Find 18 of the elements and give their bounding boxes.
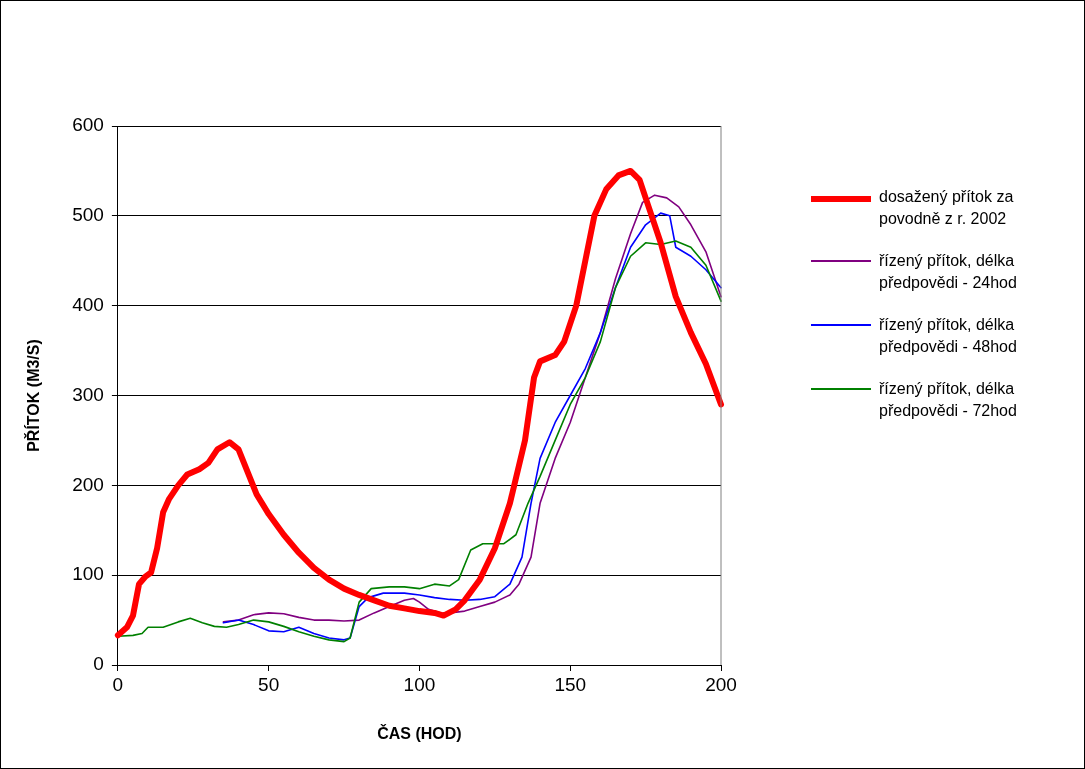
legend-label: dosažený přítok za povodně z r. 2002 xyxy=(879,187,1015,229)
x-tick-label: 200 xyxy=(705,673,737,695)
x-axis-title: ČAS (HOD) xyxy=(377,723,462,742)
legend-label: řízený přítok, délka předpovědi - 72hod xyxy=(879,379,1018,421)
x-tick-label: 0 xyxy=(112,673,124,695)
y-axis-title: PŘÍTOK (M3/S) xyxy=(24,339,43,452)
y-tick-label: 400 xyxy=(72,293,104,315)
y-tick-label: 200 xyxy=(72,473,104,495)
y-tick-label: 600 xyxy=(72,114,104,136)
legend-label: řízený přítok, délka předpovědi - 48hod xyxy=(879,315,1018,357)
y-tick-label: 300 xyxy=(72,383,104,405)
y-tick-label: 100 xyxy=(72,563,104,585)
x-tick-label: 50 xyxy=(258,673,280,695)
x-tick-label: 150 xyxy=(554,673,587,695)
x-tick-label: 100 xyxy=(403,673,436,695)
y-tick-label: 0 xyxy=(93,653,104,675)
y-tick-label: 500 xyxy=(72,204,104,226)
legend-label: řízený přítok, délka předpovědi - 24hod xyxy=(879,251,1018,293)
